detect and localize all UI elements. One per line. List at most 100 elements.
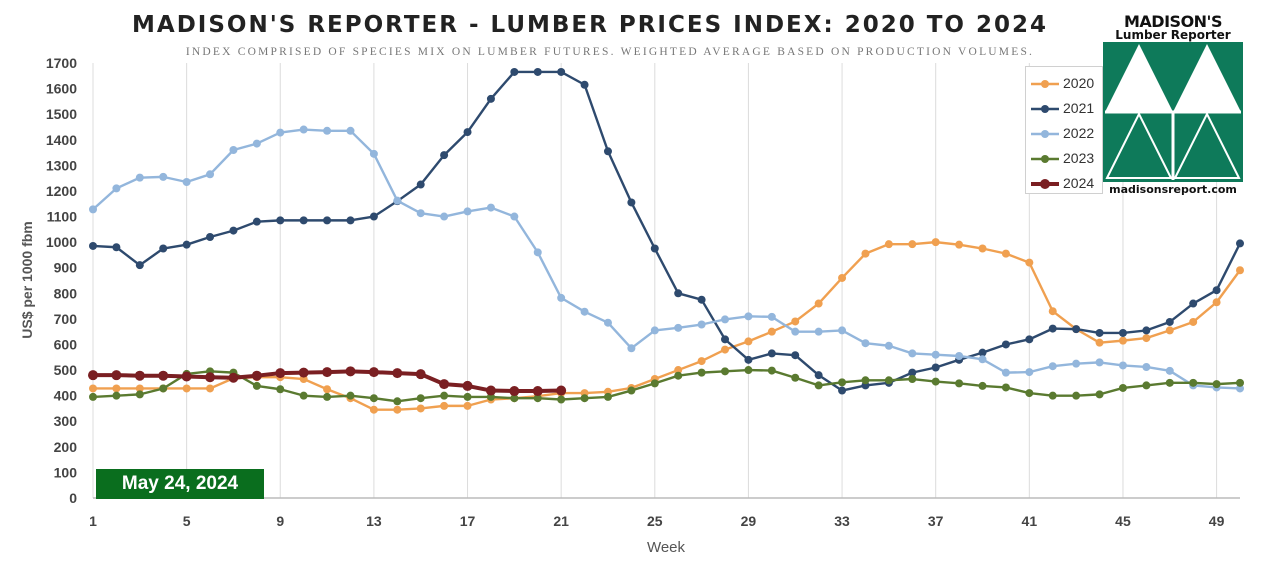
logo-name: MADISON'S bbox=[1124, 12, 1222, 31]
point-2022 bbox=[135, 173, 144, 182]
point-2020 bbox=[135, 384, 144, 393]
x-tick-label: 9 bbox=[276, 513, 284, 529]
point-2021 bbox=[1048, 324, 1057, 333]
point-2020 bbox=[416, 404, 425, 413]
point-2022 bbox=[323, 126, 332, 135]
point-2022 bbox=[744, 312, 753, 321]
point-2022 bbox=[884, 341, 893, 350]
legend-swatch bbox=[1031, 130, 1059, 138]
point-2022 bbox=[931, 350, 940, 359]
point-2023 bbox=[908, 375, 917, 384]
point-2023 bbox=[159, 384, 168, 393]
x-tick-label: 5 bbox=[183, 513, 191, 529]
point-2022 bbox=[346, 126, 355, 135]
point-2021 bbox=[182, 240, 191, 249]
x-tick-label: 21 bbox=[553, 513, 569, 529]
point-2020 bbox=[955, 240, 964, 249]
point-2021 bbox=[159, 244, 168, 253]
point-2022 bbox=[229, 146, 238, 154]
point-2023 bbox=[323, 392, 332, 401]
point-2023 bbox=[440, 391, 449, 400]
point-2023 bbox=[1212, 380, 1221, 389]
point-2021 bbox=[510, 67, 519, 76]
series-2022 bbox=[89, 125, 1244, 393]
point-2020 bbox=[674, 366, 683, 375]
point-2021 bbox=[112, 243, 121, 252]
point-2024 bbox=[439, 379, 450, 390]
legend-item-2024: 2024 bbox=[1030, 173, 1102, 193]
point-2020 bbox=[884, 240, 893, 249]
point-2020 bbox=[1165, 326, 1174, 335]
point-2020 bbox=[861, 249, 870, 258]
x-tick-label: 45 bbox=[1115, 513, 1131, 529]
point-2021 bbox=[978, 348, 987, 357]
point-2021 bbox=[580, 80, 589, 89]
point-2021 bbox=[697, 295, 706, 304]
legend-swatch bbox=[1031, 155, 1059, 163]
point-2021 bbox=[908, 368, 917, 377]
legend-swatch bbox=[1031, 105, 1059, 113]
x-tick-label: 37 bbox=[928, 513, 944, 529]
legend-label: 2021 bbox=[1063, 100, 1095, 116]
point-2021 bbox=[369, 212, 378, 221]
point-2020 bbox=[1142, 334, 1151, 343]
point-2023 bbox=[1142, 381, 1151, 390]
legend-item-2023: 2023 bbox=[1030, 148, 1102, 168]
point-2020 bbox=[767, 327, 776, 336]
point-2021 bbox=[767, 349, 776, 358]
legend-swatch bbox=[1031, 80, 1059, 88]
point-2020 bbox=[1048, 307, 1057, 316]
point-2024 bbox=[392, 368, 403, 379]
x-tick-label: 1 bbox=[89, 513, 97, 529]
logo-url: madisonsreport.com bbox=[1109, 183, 1237, 196]
point-2021 bbox=[89, 241, 97, 250]
point-2022 bbox=[159, 172, 168, 181]
point-2023 bbox=[838, 378, 847, 387]
point-2021 bbox=[1142, 326, 1151, 335]
point-2022 bbox=[955, 351, 964, 360]
point-2024 bbox=[134, 370, 145, 381]
point-2021 bbox=[627, 198, 636, 207]
x-tick-label: 13 bbox=[366, 513, 382, 529]
x-tick-label: 29 bbox=[741, 513, 757, 529]
point-2021 bbox=[650, 244, 659, 253]
point-2021 bbox=[1001, 340, 1010, 349]
point-2022 bbox=[814, 327, 823, 336]
point-2023 bbox=[1189, 378, 1198, 387]
point-2024 bbox=[368, 367, 379, 378]
point-2023 bbox=[1048, 391, 1057, 400]
point-2022 bbox=[1025, 368, 1034, 377]
y-tick-label: 0 bbox=[69, 490, 77, 506]
point-2022 bbox=[767, 312, 776, 321]
point-2021 bbox=[721, 335, 730, 344]
point-2021 bbox=[486, 94, 495, 103]
y-tick-label: 1700 bbox=[46, 55, 77, 71]
point-2023 bbox=[697, 368, 706, 377]
point-2024 bbox=[275, 368, 286, 379]
point-2021 bbox=[791, 351, 800, 360]
point-2023 bbox=[978, 381, 987, 390]
y-tick-label: 200 bbox=[54, 439, 78, 455]
point-2023 bbox=[767, 366, 776, 375]
point-2020 bbox=[206, 384, 215, 393]
point-2020 bbox=[463, 401, 472, 410]
y-tick-label: 1600 bbox=[46, 81, 77, 97]
point-2023 bbox=[580, 394, 589, 403]
y-tick-label: 1100 bbox=[47, 209, 78, 225]
point-2022 bbox=[369, 149, 378, 158]
point-2020 bbox=[908, 240, 917, 249]
y-tick-label: 900 bbox=[54, 260, 78, 276]
point-2020 bbox=[791, 317, 800, 326]
point-2023 bbox=[252, 381, 261, 390]
series-2023 bbox=[89, 366, 1244, 406]
point-2023 bbox=[603, 392, 612, 401]
legend-label: 2023 bbox=[1063, 150, 1095, 166]
point-2021 bbox=[206, 233, 215, 241]
point-2022 bbox=[557, 293, 566, 302]
point-2021 bbox=[1189, 299, 1198, 308]
point-2022 bbox=[416, 209, 425, 218]
point-2024 bbox=[251, 370, 262, 381]
point-2024 bbox=[181, 371, 192, 382]
grid-lines bbox=[92, 63, 1218, 498]
point-2020 bbox=[89, 384, 97, 393]
